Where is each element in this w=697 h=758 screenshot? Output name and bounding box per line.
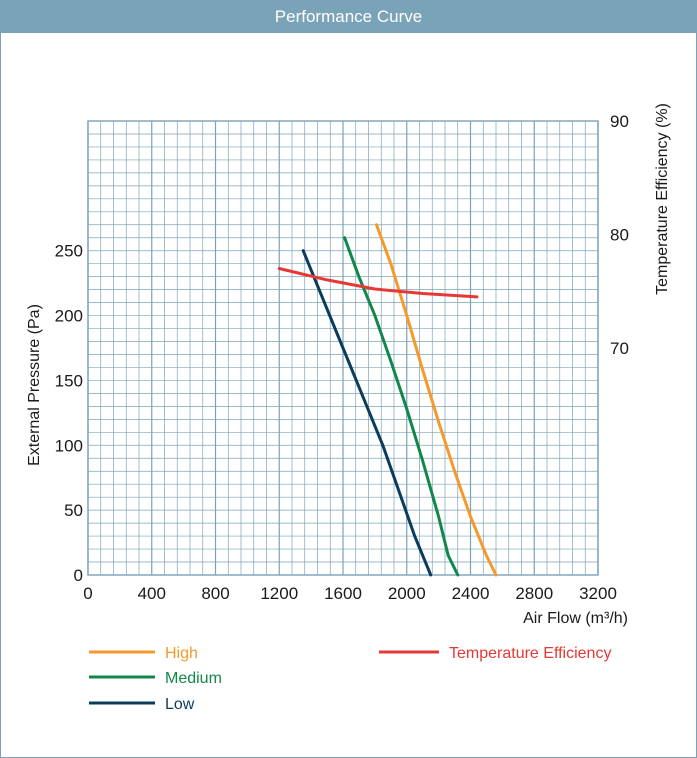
y2-tick-label: 70 — [610, 339, 629, 358]
x-tick-label: 400 — [138, 584, 166, 603]
y2-axis-label: Temperature Efficiency (%) — [654, 103, 671, 295]
series-line-medium — [343, 236, 460, 577]
x-tick-label: 2000 — [388, 584, 426, 603]
legend-label-low: Low — [165, 696, 195, 713]
y-tick-label: 0 — [74, 566, 83, 585]
y-tick-label: 200 — [55, 307, 83, 326]
y2-tick-label: 90 — [610, 112, 629, 131]
y-tick-label: 50 — [64, 501, 83, 520]
legend-label-temperature-efficiency: Temperature Efficiency — [449, 645, 611, 662]
chart-title: Performance Curve — [274, 7, 423, 26]
y2-tick-label: 80 — [610, 226, 629, 245]
plot-frame — [87, 120, 599, 576]
x-tick-label: 1600 — [324, 584, 362, 603]
series-lines — [277, 223, 498, 577]
y-tick-label: 100 — [55, 436, 83, 455]
x-tick-label: 2400 — [452, 584, 490, 603]
legend-label-high: High — [165, 645, 198, 662]
series-line-high — [375, 223, 498, 577]
series-line-low — [301, 249, 433, 577]
x-axis-label: Air Flow (m³/h) — [523, 610, 628, 627]
grid — [87, 120, 599, 576]
legend-label-medium: Medium — [165, 670, 222, 687]
y-axis-label: External Pressure (Pa) — [26, 304, 43, 466]
x-tick-label: 2800 — [515, 584, 553, 603]
legend: High Medium Low Temperature Efficiency — [89, 645, 611, 713]
series-line-temperature-efficiency — [277, 267, 479, 299]
tick-labels: 0 400 800 1200 1600 2000 2400 2800 3200 0 50 100 150… — [55, 112, 629, 603]
panel-header: Performance Curve — [1, 1, 696, 33]
x-tick-label: 800 — [201, 584, 229, 603]
y-tick-label: 150 — [55, 371, 83, 390]
x-tick-label: 1200 — [260, 584, 298, 603]
x-tick-label: 3200 — [579, 584, 617, 603]
x-tick-label: 0 — [83, 584, 92, 603]
y-tick-label: 250 — [55, 242, 83, 261]
